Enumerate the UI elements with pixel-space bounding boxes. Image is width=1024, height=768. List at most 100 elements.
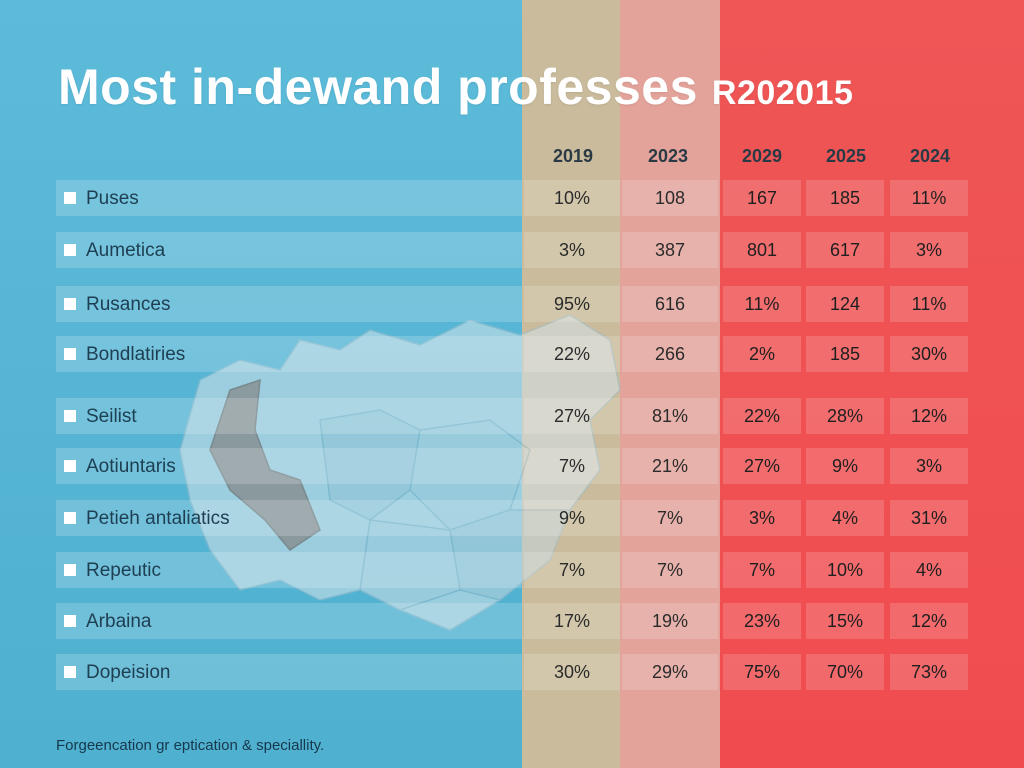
table-cell: 3% <box>524 232 620 268</box>
square-bullet-icon <box>64 410 76 422</box>
row-label-background <box>56 286 522 322</box>
table-cell: 27% <box>524 398 620 434</box>
table-cell: 3% <box>723 500 801 536</box>
row-label: Rusances <box>86 294 171 315</box>
table-cell: 7% <box>622 500 718 536</box>
table-cell: 81% <box>622 398 718 434</box>
table-cell: 3% <box>890 232 968 268</box>
square-bullet-icon <box>64 298 76 310</box>
row-label-background <box>56 500 522 536</box>
square-bullet-icon <box>64 615 76 627</box>
table-cell: 617 <box>806 232 884 268</box>
table-cell: 31% <box>890 500 968 536</box>
row-label-background <box>56 448 522 484</box>
footer-note: Forgeencation gr eptication & speciallit… <box>56 737 325 754</box>
table-cell: 22% <box>723 398 801 434</box>
table-cell: 12% <box>890 603 968 639</box>
table-row: Aumetica 3% 387 801 617 3% <box>56 232 978 268</box>
row-label: Bondlatiries <box>86 344 186 365</box>
table-cell: 3% <box>890 448 968 484</box>
page-title: Most in-dewand professes R202015 <box>58 58 853 116</box>
table-row: Repeutic 7% 7% 7% 10% 4% <box>56 552 978 588</box>
table-cell: 10% <box>806 552 884 588</box>
table-cell: 17% <box>524 603 620 639</box>
table-cell: 28% <box>806 398 884 434</box>
table-row: Petieh antaliatics 9% 7% 3% 4% 31% <box>56 500 978 536</box>
row-label: Seilist <box>86 406 137 427</box>
table-cell: 124 <box>806 286 884 322</box>
table-cell: 108 <box>622 180 718 216</box>
table-cell: 801 <box>723 232 801 268</box>
table-cell: 7% <box>622 552 718 588</box>
square-bullet-icon <box>64 512 76 524</box>
table-cell: 11% <box>890 286 968 322</box>
row-label-background <box>56 336 522 372</box>
table-cell: 30% <box>524 654 620 690</box>
table-cell: 11% <box>723 286 801 322</box>
background-band-red <box>720 0 1024 768</box>
table-row: Aotiuntaris 7% 21% 27% 9% 3% <box>56 448 978 484</box>
table-cell: 2% <box>723 336 801 372</box>
column-header-year-3: 2029 <box>741 146 783 166</box>
square-bullet-icon <box>64 666 76 678</box>
square-bullet-icon <box>64 244 76 256</box>
table-row: Arbaina 17% 19% 23% 15% 12% <box>56 603 978 639</box>
table-cell: 167 <box>723 180 801 216</box>
table-cell: 73% <box>890 654 968 690</box>
table-row: Seilist 27% 81% 22% 28% 12% <box>56 398 978 434</box>
table-cell: 7% <box>524 552 620 588</box>
table-cell: 185 <box>806 180 884 216</box>
table-cell: 23% <box>723 603 801 639</box>
table-cell: 9% <box>806 448 884 484</box>
table-cell: 30% <box>890 336 968 372</box>
table-cell: 7% <box>723 552 801 588</box>
table-cell: 21% <box>622 448 718 484</box>
table-cell: 70% <box>806 654 884 690</box>
table-cell: 12% <box>890 398 968 434</box>
row-label: Arbaina <box>86 611 152 632</box>
row-label-background <box>56 398 522 434</box>
table-cell: 15% <box>806 603 884 639</box>
square-bullet-icon <box>64 564 76 576</box>
row-label: Petieh antaliatics <box>86 508 230 529</box>
table-cell: 75% <box>723 654 801 690</box>
table-cell: 11% <box>890 180 968 216</box>
table-cell: 4% <box>890 552 968 588</box>
map-illustration <box>179 314 621 631</box>
row-label: Aumetica <box>86 240 166 261</box>
column-header-year-5: 2024 <box>909 146 951 166</box>
column-header-year-2: 2023 <box>647 146 689 166</box>
column-header-year-4: 2025 <box>825 146 867 166</box>
table-cell: 387 <box>622 232 718 268</box>
table-row: Puses 10% 108 167 185 11% <box>56 180 978 216</box>
title-suffix: R202015 <box>711 74 854 112</box>
row-label: Repeutic <box>86 560 161 581</box>
square-bullet-icon <box>64 192 76 204</box>
table-row: Rusances 95% 616 11% 124 11% <box>56 286 978 322</box>
table-cell: 616 <box>622 286 718 322</box>
row-label: Puses <box>86 188 139 209</box>
row-label-background <box>56 654 522 690</box>
table-cell: 185 <box>806 336 884 372</box>
title-text: Most in-dewand professes <box>58 59 698 115</box>
table-cell: 4% <box>806 500 884 536</box>
table-cell: 10% <box>524 180 620 216</box>
square-bullet-icon <box>64 460 76 472</box>
table-row: Bondlatiries 22% 266 2% 185 30% <box>56 336 978 372</box>
column-header-year-1: 2019 <box>552 146 594 166</box>
row-label-background <box>56 180 522 216</box>
row-label-background <box>56 552 522 588</box>
table-cell: 266 <box>622 336 718 372</box>
row-label-background <box>56 603 522 639</box>
table-row: Dopeision 30% 29% 75% 70% 73% <box>56 654 978 690</box>
background-band-pink <box>620 0 720 768</box>
table-cell: 9% <box>524 500 620 536</box>
row-label: Aotiuntaris <box>86 456 176 477</box>
table-cell: 95% <box>524 286 620 322</box>
table-cell: 27% <box>723 448 801 484</box>
table-cell: 7% <box>524 448 620 484</box>
row-label: Dopeision <box>86 662 171 683</box>
row-label-background <box>56 232 522 268</box>
table-cell: 22% <box>524 336 620 372</box>
table-cell: 29% <box>622 654 718 690</box>
